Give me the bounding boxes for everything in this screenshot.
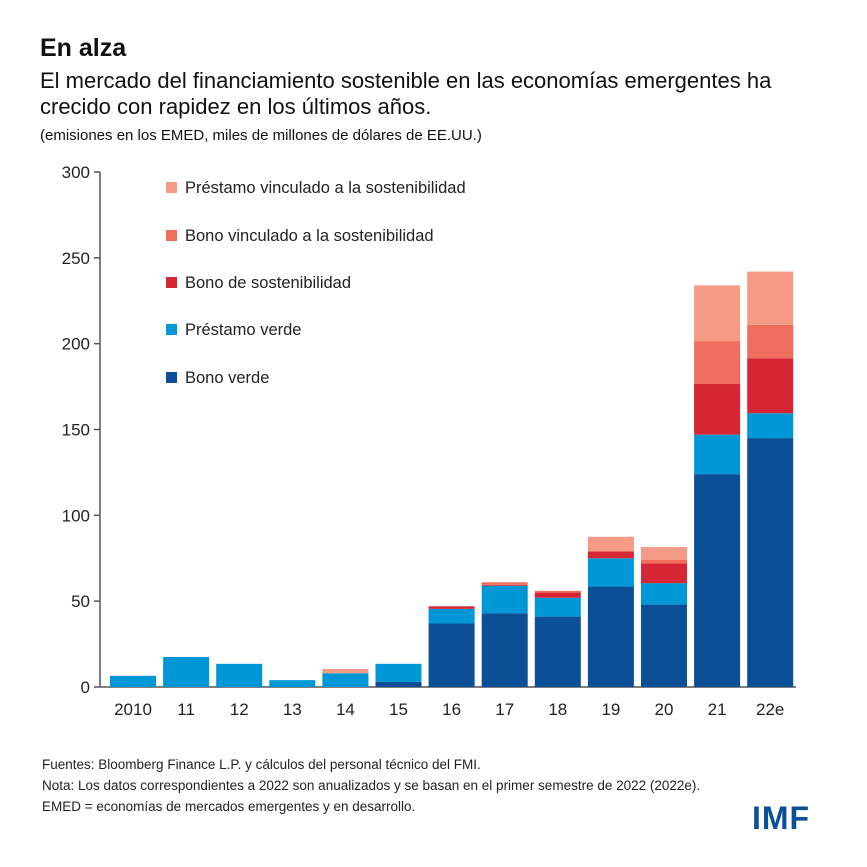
- bar-segment: [747, 271, 794, 325]
- bar-segment: [694, 384, 741, 435]
- bar-segment: [747, 324, 794, 359]
- y-tick-label: 100: [62, 506, 90, 525]
- chart-title: En alza: [40, 34, 127, 62]
- y-tick-label: 50: [71, 592, 90, 611]
- bar-segment: [110, 675, 156, 687]
- legend-label: Bono de sostenibilidad: [185, 274, 351, 292]
- bar-segment: [641, 547, 687, 560]
- bar-segment: [694, 474, 741, 687]
- y-tick-label: 0: [81, 678, 90, 697]
- bar-segment: [587, 586, 634, 687]
- bar-segment: [534, 590, 581, 593]
- x-tick-label: 13: [283, 700, 302, 719]
- legend-swatch: [166, 277, 177, 288]
- x-tick-label: 18: [548, 700, 567, 719]
- x-tick-label: 11: [177, 700, 195, 719]
- bar-segment: [481, 584, 528, 586]
- x-tick-label: 19: [601, 700, 620, 719]
- bar-segment: [534, 597, 581, 617]
- bar-segment: [428, 623, 475, 687]
- legend-swatch: [166, 372, 177, 383]
- bar-segment: [481, 582, 528, 585]
- legend-swatch: [166, 230, 177, 241]
- bar-segment: [641, 604, 687, 687]
- bar-segment: [587, 558, 634, 587]
- x-tick-label: 2010: [114, 700, 152, 719]
- bar-segment: [641, 563, 687, 584]
- legend-swatch: [166, 324, 177, 335]
- legend-label: Préstamo vinculado a la sostenibilidad: [185, 179, 466, 197]
- chart-subtitle: El mercado del financiamiento sostenible…: [40, 68, 772, 119]
- bar-segment: [534, 616, 581, 687]
- bar-segment: [481, 585, 528, 614]
- bar-segment: [694, 434, 741, 475]
- bar-segment: [375, 663, 422, 682]
- bar-segment: [694, 341, 741, 385]
- x-tick-label: 14: [336, 700, 355, 719]
- bar-segment: [322, 668, 369, 674]
- notes: Fuentes: Bloomberg Finance L.P. y cálcul…: [42, 754, 742, 817]
- bar-segment: [694, 285, 741, 342]
- bar-segment: [641, 583, 687, 605]
- bar-segment: [587, 536, 634, 552]
- bar-segment: [747, 413, 794, 439]
- bar-segment: [747, 358, 794, 414]
- bar-segment: [534, 592, 581, 598]
- y-tick-label: 300: [62, 163, 90, 182]
- x-tick-label: 17: [495, 700, 514, 719]
- x-tick-label: 22e: [756, 700, 784, 719]
- x-tick-label: 21: [708, 700, 727, 719]
- bar-segment: [269, 680, 316, 687]
- y-tick-label: 150: [62, 421, 90, 440]
- bar-segment: [428, 608, 475, 624]
- legend-label: Bono verde: [185, 369, 269, 387]
- x-tick-label: 15: [389, 700, 408, 719]
- footnote: Nota: Los datos correspondientes a 2022 …: [42, 778, 701, 793]
- bar-segment: [747, 438, 794, 687]
- bar-segment: [322, 673, 369, 687]
- legend-label: Bono vinculado a la sostenibilidad: [185, 227, 434, 245]
- bar-segment: [587, 551, 634, 559]
- legend-swatch: [166, 182, 177, 193]
- source-note: Fuentes: Bloomberg Finance L.P. y cálcul…: [42, 757, 481, 772]
- y-tick-label: 200: [62, 335, 90, 354]
- bar-segment: [641, 559, 687, 564]
- abbreviation-note: EMED = economías de mercados emergentes …: [42, 799, 416, 814]
- imf-logo: IMF: [752, 800, 811, 836]
- bar-segment: [428, 606, 475, 609]
- y-tick-label: 250: [62, 249, 90, 268]
- legend-label: Préstamo verde: [185, 321, 301, 339]
- bar-segment: [481, 613, 528, 687]
- x-tick-label: 16: [442, 700, 461, 719]
- x-tick-label: 12: [230, 700, 249, 719]
- bar-segment: [216, 663, 263, 687]
- units-label: (emisiones en los EMED, miles de millone…: [40, 127, 482, 144]
- x-tick-label: 20: [655, 700, 674, 719]
- bar-segment: [375, 681, 422, 687]
- bar-segment: [163, 656, 210, 687]
